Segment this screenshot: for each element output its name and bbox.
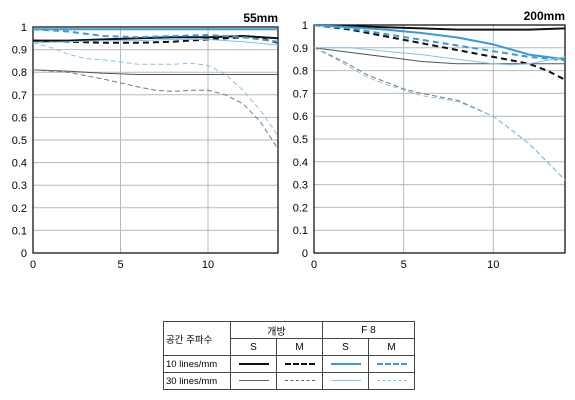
legend-line-open-30-m [284,380,315,382]
legend-line-f8-30-s [330,380,361,382]
legend-sub-open-s: S [230,338,277,356]
chart-title: 55mm [243,11,278,25]
y-tick-label: 0.8 [12,67,27,79]
y-tick-label: 0.8 [293,66,308,78]
y-tick-label: 0.9 [293,43,308,55]
x-tick-label: 5 [117,259,123,271]
y-tick-label: 0.6 [12,112,27,124]
y-tick-label: 0.7 [12,90,27,102]
legend-line-open-10-s [238,362,269,365]
series-open-30-S [32,69,278,75]
series-f8-30-S [314,47,566,66]
legend-sub-f8-s: S [322,338,369,356]
legend-line-open-30-s [238,380,269,382]
series-f8-30-M [313,47,566,181]
x-tick-label: 10 [202,259,214,271]
y-tick-label: 0.5 [12,135,27,147]
x-tick-label: 10 [487,259,499,271]
series-f8-30-S [32,38,279,46]
series-f8-10-S [313,24,566,61]
legend-sub-open-m: M [276,338,323,356]
chart-title: 200mm [524,9,565,23]
legend-line-f8-30-m [376,380,407,382]
y-tick-label: 0.4 [293,157,308,169]
legend-table: 공간 주파수 개방 F 8 S M S M 10 lines/mm 30 lin… [163,321,415,390]
y-tick-label: 0.1 [12,225,27,237]
x-tick-label: 0 [311,259,317,271]
y-tick-label: 0.5 [293,134,308,146]
y-tick-label: 1 [302,20,308,32]
legend-sub-f8-m: M [368,338,415,356]
x-tick-label: 0 [30,259,36,271]
y-tick-label: 0.2 [12,203,27,215]
y-tick-label: 0.2 [293,202,308,214]
series-f8-10-M [313,24,566,62]
y-tick-label: 0.3 [12,180,27,192]
y-tick-label: 0 [302,248,308,260]
y-tick-label: 0.3 [293,180,308,192]
legend-header: 공간 주파수 [163,321,231,356]
y-tick-label: 0.9 [12,45,27,57]
legend-line-f8-10-m [376,362,407,365]
series-open-10-S [313,24,566,31]
series-open-10-M [313,24,566,81]
legend-group-f8: F 8 [322,321,415,339]
plot-frame [32,26,279,254]
legend-row-10: 10 lines/mm [163,355,231,373]
series-open-30-M [32,69,279,150]
series-f8-30-M [32,42,279,136]
legend-line-f8-10-s [330,362,361,365]
y-tick-label: 0.4 [12,158,27,170]
y-tick-label: 1 [21,22,27,34]
x-tick-label: 5 [401,259,407,271]
y-tick-label: 0.6 [293,111,308,123]
legend-group-open: 개방 [230,321,323,339]
legend-line-open-10-m [284,362,315,365]
y-tick-label: 0.1 [293,225,308,237]
series-f8-10-M [32,28,279,43]
y-tick-label: 0.7 [293,88,308,100]
plot-frame [313,24,566,254]
y-tick-label: 0 [21,248,27,260]
legend-row-30: 30 lines/mm [163,372,231,390]
